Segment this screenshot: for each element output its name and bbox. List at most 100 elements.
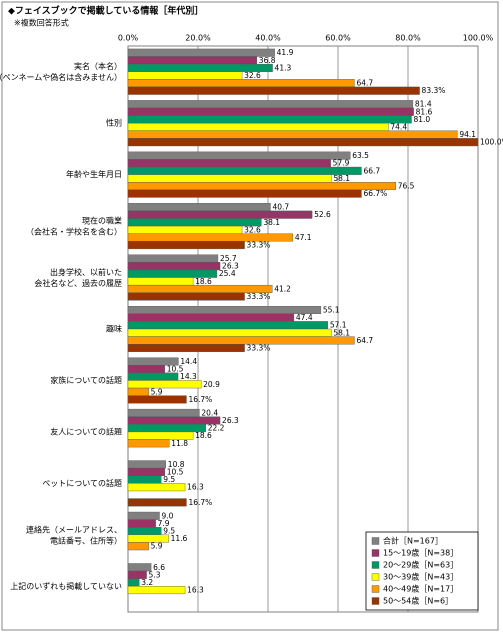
legend-label: 15～19歳［N=38］ [383, 548, 458, 558]
value-label: 9.5 [163, 475, 175, 484]
bar [127, 424, 206, 433]
x-tick-label: 0.0% [118, 34, 139, 43]
value-label: 10.8 [168, 460, 185, 469]
bar [127, 189, 362, 198]
legend-label: 20～29歳［N=63］ [383, 560, 458, 570]
value-label: 38.1 [263, 218, 280, 227]
legend-label: 合計［N=167］ [383, 536, 443, 546]
legend-label: 30～39歳［N=43］ [383, 572, 458, 582]
bar [127, 166, 362, 175]
bar [127, 511, 160, 520]
value-label: 10.5 [167, 365, 184, 374]
value-label: 41.2 [274, 284, 291, 293]
value-label: 81.4 [415, 100, 432, 109]
value-label: 41.9 [277, 48, 294, 57]
value-label: 5.9 [151, 542, 163, 551]
x-tick-label: 60.0% [325, 34, 351, 43]
value-label: 81.0 [414, 115, 431, 124]
value-label: 14.4 [180, 357, 197, 366]
bar [127, 498, 187, 507]
value-label: 83.3% [422, 86, 446, 95]
bar [127, 467, 165, 476]
value-label: 55.1 [323, 306, 340, 315]
bar [127, 182, 396, 191]
value-label: 25.4 [219, 269, 236, 278]
value-label: 57.1 [330, 321, 347, 330]
legend-label: 40～49歳［N=17］ [383, 584, 458, 594]
value-label: 5.9 [151, 387, 163, 396]
bar [127, 115, 412, 124]
bar [127, 387, 149, 396]
y-tick-label: 実名（本名）（ペンネームや偽名は含みません） [0, 61, 122, 82]
chart-title: ◆フェイスブックで掲載している情報［年代別］ [8, 5, 203, 17]
bar [127, 408, 200, 417]
value-label: 63.5 [352, 151, 369, 160]
bar [127, 138, 479, 147]
y-tick-label: 上記のいずれも掲載していない [10, 581, 122, 591]
bar [127, 328, 332, 337]
value-label: 14.3 [180, 372, 197, 381]
bar [127, 262, 221, 271]
x-tick-label: 40.0% [255, 34, 281, 43]
bar [127, 151, 351, 160]
bar [127, 277, 194, 286]
bar [127, 527, 162, 536]
bar [127, 56, 258, 65]
value-label: 33.3% [247, 344, 271, 353]
legend-swatch [371, 573, 380, 581]
value-label: 11.6 [171, 534, 188, 543]
bar [127, 71, 243, 80]
bar [127, 380, 202, 389]
value-label: 32.6 [244, 225, 261, 234]
bar [127, 292, 245, 301]
value-label: 11.8 [171, 439, 188, 448]
y-tick-label: 家族についての話題 [50, 375, 122, 385]
bar [127, 336, 355, 345]
y-tick-label: ペットについての話題 [42, 478, 122, 488]
bar [127, 225, 243, 234]
value-label: 18.6 [195, 277, 212, 286]
value-label: 20.4 [201, 408, 218, 417]
value-label: 18.6 [195, 431, 212, 440]
bar [127, 122, 389, 131]
value-label: 25.7 [220, 254, 237, 263]
value-label: 100.0% [480, 138, 503, 147]
bar [127, 395, 187, 404]
y-tick-label: 友人についての話題 [50, 426, 122, 436]
bar [127, 372, 179, 381]
bar [127, 159, 331, 168]
value-label: 41.3 [275, 63, 292, 72]
bar [127, 218, 262, 227]
value-label: 76.5 [398, 182, 415, 191]
y-tick-label: 出身学校、以前いた会社名など、過去の履歴 [34, 267, 122, 288]
legend-swatch [371, 597, 380, 605]
bar [127, 344, 245, 353]
value-label: 58.1 [333, 174, 350, 183]
bar [127, 130, 458, 139]
value-label: 16.7% [188, 498, 212, 507]
y-tick-label: 連絡先（メールアドレス、電話番号、住所等） [26, 524, 122, 545]
value-label: 16.3 [187, 586, 204, 595]
bar [127, 475, 162, 484]
value-label: 9.0 [162, 511, 174, 520]
value-label: 33.3% [247, 292, 271, 301]
legend-swatch [371, 549, 380, 557]
bar [127, 416, 221, 425]
value-label: 32.6 [244, 71, 261, 80]
bar [127, 107, 414, 116]
value-label: 33.3% [247, 241, 271, 250]
value-label: 66.7 [363, 166, 380, 175]
value-label: 66.7% [363, 189, 387, 198]
value-label: 64.7 [356, 336, 373, 345]
value-label: 20.9 [203, 380, 220, 389]
value-label: 58.1 [333, 328, 350, 337]
bar [127, 321, 329, 330]
value-label: 81.6 [416, 107, 433, 116]
legend-swatch [371, 537, 380, 545]
y-tick-label: 現在の職業（会社名・学校名を含む） [26, 215, 122, 236]
bar [127, 578, 140, 587]
x-tick-label: 80.0% [395, 34, 421, 43]
value-label: 40.7 [272, 203, 289, 212]
